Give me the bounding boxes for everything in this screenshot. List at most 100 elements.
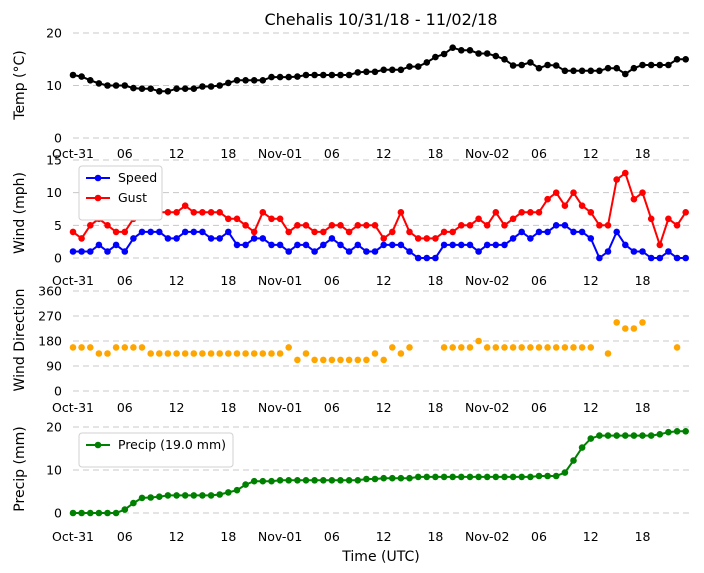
data-point xyxy=(639,432,646,439)
data-point xyxy=(69,248,77,255)
data-point xyxy=(665,248,672,255)
data-point xyxy=(639,248,646,255)
data-point xyxy=(276,241,284,249)
data-point xyxy=(458,47,465,54)
data-point xyxy=(285,73,293,81)
data-point xyxy=(207,209,215,216)
data-point xyxy=(570,189,577,196)
y-tick-label: 0 xyxy=(54,251,62,266)
legend-swatch-marker xyxy=(94,174,102,182)
data-point xyxy=(147,228,154,236)
x-tick-label: Nov-01 xyxy=(258,529,302,544)
data-point xyxy=(164,88,172,95)
data-point xyxy=(199,492,206,499)
data-point xyxy=(181,85,189,92)
y-tick-label: 20 xyxy=(46,26,62,41)
data-point xyxy=(345,228,353,236)
data-point xyxy=(250,77,258,84)
data-point xyxy=(587,67,595,75)
data-point xyxy=(311,356,318,364)
data-point xyxy=(423,473,431,481)
data-point xyxy=(406,474,413,482)
data-point xyxy=(682,254,689,262)
data-point xyxy=(432,53,439,61)
x-tick-label: 12 xyxy=(583,273,599,288)
data-point xyxy=(173,209,180,216)
data-point xyxy=(622,70,629,78)
data-point xyxy=(250,477,258,485)
data-point xyxy=(328,356,336,364)
data-point xyxy=(173,350,180,357)
data-point xyxy=(475,215,482,223)
data-point xyxy=(656,241,664,249)
data-point xyxy=(552,222,560,229)
data-point xyxy=(552,472,560,480)
x-tick-label: 06 xyxy=(324,273,340,288)
data-point xyxy=(276,350,284,357)
data-point xyxy=(130,84,137,92)
data-point xyxy=(130,499,137,507)
data-point xyxy=(656,254,664,262)
data-point xyxy=(665,428,672,436)
data-point xyxy=(414,63,422,70)
red-series xyxy=(69,169,689,249)
data-point xyxy=(544,195,551,203)
data-point xyxy=(104,509,111,517)
data-point xyxy=(285,344,293,351)
chart-title: Chehalis 10/31/18 - 11/02/18 xyxy=(264,10,497,29)
data-point xyxy=(320,71,327,79)
data-point xyxy=(181,228,189,236)
data-point xyxy=(337,241,344,249)
data-point xyxy=(294,356,301,364)
legend: Precip (19.0 mm) xyxy=(78,432,234,468)
green-series xyxy=(69,428,689,517)
data-point xyxy=(268,215,275,223)
data-point xyxy=(87,248,94,255)
x-tick-label: 18 xyxy=(220,146,236,161)
data-point xyxy=(302,222,310,229)
data-point xyxy=(95,80,103,87)
data-point xyxy=(449,241,457,249)
data-point xyxy=(320,241,327,249)
x-tick-label: 18 xyxy=(635,400,651,415)
x-tick-label: 12 xyxy=(169,273,185,288)
data-point xyxy=(440,473,448,481)
data-point xyxy=(104,82,111,89)
data-point xyxy=(570,344,577,351)
data-point xyxy=(406,63,413,70)
data-point xyxy=(604,248,612,255)
data-point xyxy=(216,209,223,216)
data-point xyxy=(147,85,154,92)
data-point xyxy=(190,209,198,216)
data-point xyxy=(164,350,172,357)
data-point xyxy=(285,228,293,236)
y-tick-label: 20 xyxy=(46,420,62,435)
x-tick-label: Nov-01 xyxy=(258,273,302,288)
data-point xyxy=(561,469,569,476)
data-point xyxy=(311,477,318,484)
data-point xyxy=(561,222,569,229)
x-tick-label: Nov-01 xyxy=(258,146,302,161)
data-point xyxy=(492,209,500,216)
data-point xyxy=(225,350,232,357)
data-point xyxy=(250,350,258,357)
data-point xyxy=(389,66,396,74)
data-point xyxy=(475,248,482,255)
data-point xyxy=(622,169,629,177)
data-point xyxy=(121,228,129,236)
x-tick-label: 06 xyxy=(531,273,547,288)
data-point xyxy=(181,202,189,209)
data-point xyxy=(483,222,491,229)
data-point xyxy=(673,344,681,351)
data-point xyxy=(216,350,223,357)
data-point xyxy=(673,56,681,63)
data-point xyxy=(622,432,629,439)
blue-series xyxy=(69,222,689,262)
x-tick-label: 18 xyxy=(220,400,236,415)
data-point xyxy=(138,344,146,351)
data-point xyxy=(682,428,689,435)
data-point xyxy=(587,209,595,216)
data-point xyxy=(389,474,396,482)
data-point xyxy=(121,506,129,513)
data-point xyxy=(397,241,405,249)
